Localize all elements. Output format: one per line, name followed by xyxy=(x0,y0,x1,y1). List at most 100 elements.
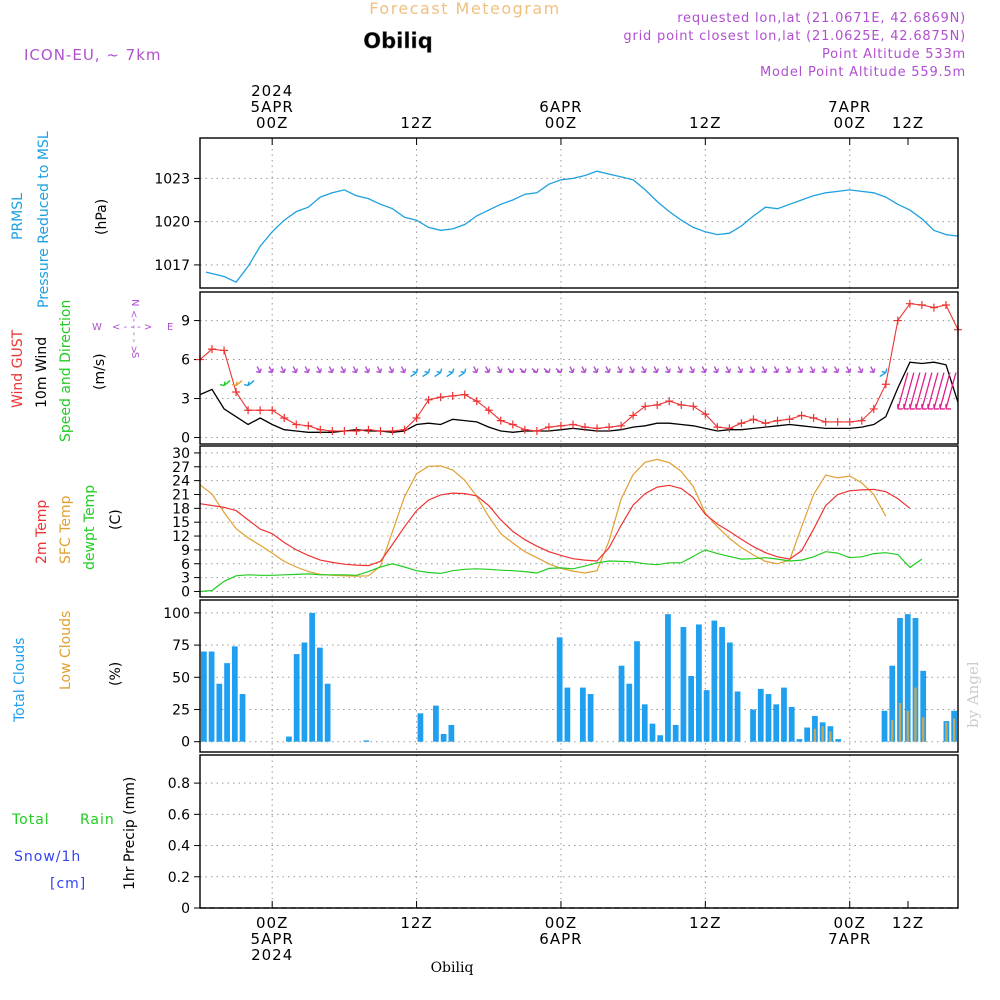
wind-arrow xyxy=(472,366,479,374)
total-cloud-bar xyxy=(912,618,919,742)
y-tick-label: 0 xyxy=(181,901,190,917)
gust-marker xyxy=(869,404,878,413)
gust-marker xyxy=(532,427,541,436)
total-cloud-bar xyxy=(626,683,633,742)
y-tick-label: 0 xyxy=(181,584,190,600)
temperature-frame xyxy=(199,445,959,598)
compass-n: N xyxy=(129,299,140,306)
wind-arrow xyxy=(689,366,695,374)
wind-arrow xyxy=(496,366,503,374)
low-cloud-bar xyxy=(813,728,817,742)
total-cloud-bar xyxy=(788,706,795,742)
credit-watermark: by Angel xyxy=(964,661,982,728)
gust-marker xyxy=(893,316,902,325)
total-cloud-bar xyxy=(796,739,803,742)
low-cloud-bar xyxy=(821,726,824,742)
gust-marker xyxy=(556,421,565,430)
total-cloud-bar xyxy=(580,687,586,742)
wind-arrow xyxy=(376,366,383,374)
gust-marker xyxy=(785,415,794,424)
model-altitude: Model Point Altitude 559.5m xyxy=(760,65,966,80)
gust-marker xyxy=(797,411,806,420)
y-tick-label: 3 xyxy=(181,392,190,408)
y-tick-label: 75 xyxy=(172,638,190,654)
pressure-label-prmsl: PRMSL xyxy=(10,193,26,240)
total-cloud-bar xyxy=(224,663,230,742)
model-label: ICON-EU, ~ 7km xyxy=(24,46,162,64)
precip-unit: 1hr Precip (mm) xyxy=(122,777,138,890)
y-tick-label: 6 xyxy=(181,353,190,369)
total-cloud-bar xyxy=(587,694,594,742)
gust-marker xyxy=(520,425,529,434)
wind-arrow xyxy=(809,366,816,374)
gust-marker xyxy=(929,303,938,312)
bottom-time-label: 00Z xyxy=(834,914,866,932)
total-cloud-bar xyxy=(904,614,911,742)
gust-label: Wind GUST xyxy=(10,329,26,408)
low-cloud-bar xyxy=(945,722,948,742)
top-time-label: 12Z xyxy=(689,114,721,132)
y-tick-label: 1023 xyxy=(154,171,190,187)
total-rain-label-total: Total xyxy=(11,812,50,828)
wind-arrow xyxy=(761,366,768,374)
y-tick-label: 0 xyxy=(181,431,190,447)
wind-arrow xyxy=(821,366,828,374)
total-cloud-bar xyxy=(641,704,648,742)
wind-arrow xyxy=(653,366,659,374)
total-cloud-bar xyxy=(293,654,300,742)
total-cloud-bar xyxy=(301,642,308,742)
y-tick-label: 6 xyxy=(181,557,190,573)
gust-marker xyxy=(328,427,337,436)
total-cloud-bar xyxy=(417,713,424,742)
location-title: Obiliq xyxy=(363,29,433,53)
total-cloud-bar xyxy=(433,705,439,742)
y-tick-label: 9 xyxy=(181,314,190,330)
gust-marker xyxy=(232,388,241,397)
gust-marker xyxy=(400,425,409,434)
total-cloud-bar xyxy=(680,627,687,742)
clouds-frame xyxy=(199,599,959,753)
wind-arrow-strong xyxy=(921,372,933,410)
gust-marker xyxy=(653,401,662,410)
total-cloud-bar xyxy=(317,647,323,742)
y-tick-label: 15 xyxy=(172,515,190,531)
wind-arrow xyxy=(713,366,720,374)
gust-marker xyxy=(665,397,674,406)
total-cloud-bar xyxy=(726,642,733,742)
wind-compass: N S W E < - - - > <- - - - > xyxy=(92,299,173,358)
wind10-label: 10m Wind xyxy=(34,337,50,408)
gust-marker xyxy=(472,397,481,406)
bottom-time-label: 12Z xyxy=(892,914,924,932)
wind-arrow-strong xyxy=(903,372,915,410)
gust-marker xyxy=(593,424,602,433)
total-cloud-bar xyxy=(657,735,664,742)
total-cloud-bar xyxy=(719,627,725,742)
wind-arrow-strong xyxy=(933,372,945,410)
gust-marker xyxy=(280,414,289,423)
gust-marker xyxy=(316,425,325,434)
wind-arrow xyxy=(665,366,671,374)
bottom-time-label: 12Z xyxy=(689,914,721,932)
grid-layer xyxy=(271,138,851,908)
gust-marker xyxy=(917,300,926,309)
gust-marker xyxy=(460,390,469,399)
wind-arrow xyxy=(725,366,732,374)
gust-marker xyxy=(544,423,553,432)
gust-marker xyxy=(581,423,590,432)
y-tick-label: 30 xyxy=(172,446,190,462)
bottom-time-label: 00Z xyxy=(256,914,288,932)
wind-arrow xyxy=(568,366,575,374)
wind-arrow xyxy=(328,366,335,374)
gust-marker xyxy=(340,427,349,436)
wind-arrow xyxy=(292,366,298,374)
top-time-label: 12Z xyxy=(400,114,432,132)
wind-arrow xyxy=(219,380,231,387)
compass-cross-h: < - - - > xyxy=(112,322,152,333)
wind-arrow xyxy=(507,368,515,374)
total-cloud-bar xyxy=(556,637,563,742)
wind-arrow-strong xyxy=(915,372,927,410)
wind-arrow xyxy=(857,366,864,374)
wind-arrow xyxy=(869,366,876,374)
y-tick-label: 0.2 xyxy=(168,870,190,886)
pressure-y-ticks: 1017 1020 1023 xyxy=(154,171,958,274)
